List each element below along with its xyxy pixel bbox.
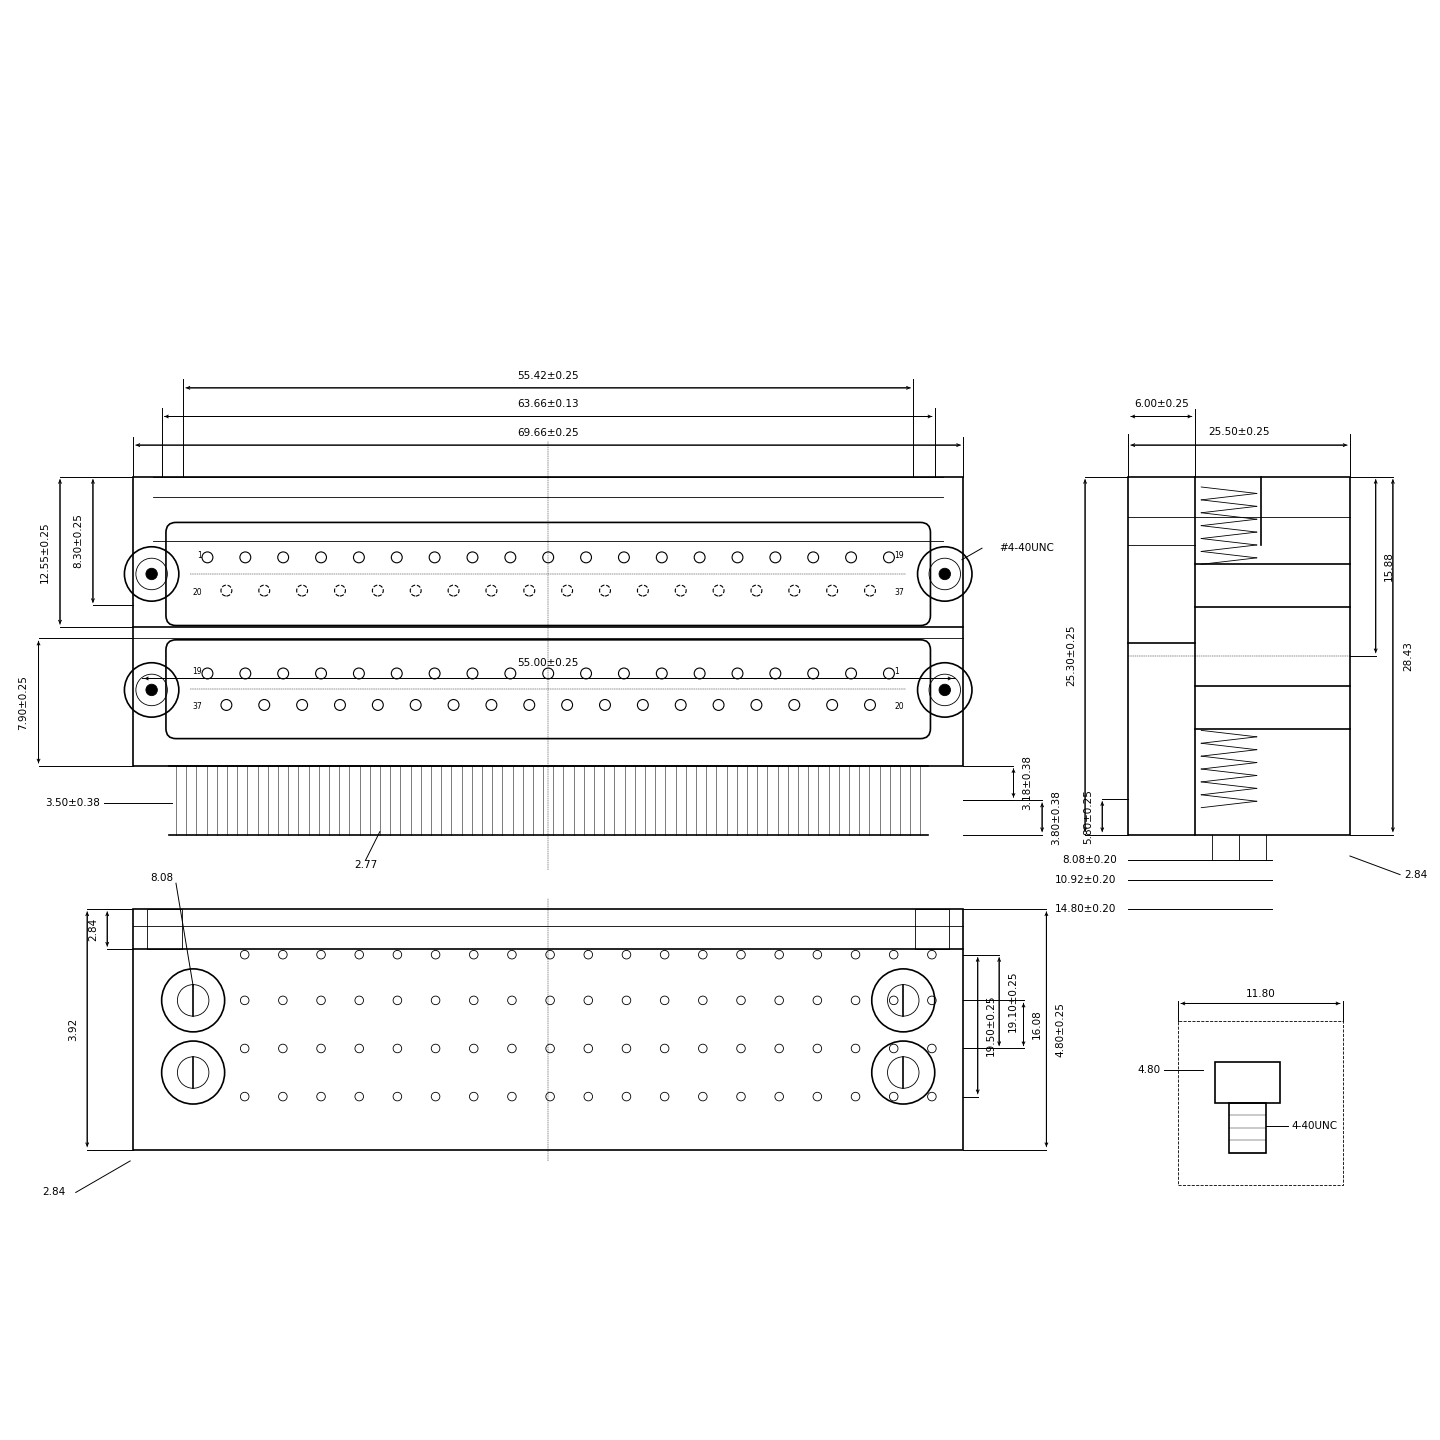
Text: 7.90±0.25: 7.90±0.25 <box>19 675 29 730</box>
Text: 37: 37 <box>192 703 202 711</box>
Text: 14.80±0.20: 14.80±0.20 <box>1056 904 1116 914</box>
Text: 3.18±0.38: 3.18±0.38 <box>1022 756 1032 811</box>
Text: 1: 1 <box>894 667 900 677</box>
Text: 25.30±0.25: 25.30±0.25 <box>1067 625 1077 687</box>
Text: 55.42±0.25: 55.42±0.25 <box>517 370 579 380</box>
Text: 4.80: 4.80 <box>1138 1066 1161 1076</box>
Text: 55.00±0.25: 55.00±0.25 <box>517 658 579 668</box>
Text: 25.50±0.25: 25.50±0.25 <box>1208 426 1270 436</box>
Text: 20: 20 <box>192 588 202 596</box>
Text: 3.92: 3.92 <box>69 1018 79 1041</box>
Bar <box>1128 477 1349 835</box>
Text: 69.66±0.25: 69.66±0.25 <box>517 428 579 438</box>
Text: 1: 1 <box>197 552 202 560</box>
Bar <box>914 909 949 949</box>
Text: 8.30±0.25: 8.30±0.25 <box>73 514 84 569</box>
Text: 3.80±0.38: 3.80±0.38 <box>1051 791 1061 845</box>
Text: 4-40UNC: 4-40UNC <box>1292 1120 1338 1130</box>
Circle shape <box>939 684 950 696</box>
Text: 19: 19 <box>192 667 202 677</box>
Bar <box>132 909 963 1149</box>
Text: 2.84: 2.84 <box>89 917 99 940</box>
Text: 4.80±0.25: 4.80±0.25 <box>1056 1002 1066 1057</box>
Text: 10.92±0.20: 10.92±0.20 <box>1056 876 1116 886</box>
Text: 16.08: 16.08 <box>1032 1009 1043 1040</box>
Text: #4-40UNC: #4-40UNC <box>999 543 1054 553</box>
Bar <box>1215 1063 1280 1103</box>
Text: 63.66±0.13: 63.66±0.13 <box>517 399 579 409</box>
Bar <box>1178 1021 1342 1185</box>
Text: 15.88: 15.88 <box>1384 552 1394 580</box>
Text: 20: 20 <box>894 703 904 711</box>
Text: 37: 37 <box>894 588 904 596</box>
Text: 28.43: 28.43 <box>1403 641 1413 671</box>
Text: 6.00±0.25: 6.00±0.25 <box>1133 399 1188 409</box>
Text: 19.10±0.25: 19.10±0.25 <box>1008 971 1018 1032</box>
Text: 12.55±0.25: 12.55±0.25 <box>40 521 50 583</box>
Bar <box>132 477 963 766</box>
Circle shape <box>145 684 157 696</box>
Bar <box>147 909 181 949</box>
Text: 5.80±0.25: 5.80±0.25 <box>1084 789 1093 844</box>
Circle shape <box>145 569 157 580</box>
Text: 2.77: 2.77 <box>354 860 377 870</box>
Circle shape <box>939 569 950 580</box>
Text: 2.84: 2.84 <box>1404 870 1427 880</box>
Text: 8.08: 8.08 <box>150 873 173 883</box>
Text: 19: 19 <box>894 552 904 560</box>
Text: 3.50±0.38: 3.50±0.38 <box>46 798 101 808</box>
Text: 8.08±0.20: 8.08±0.20 <box>1061 855 1116 865</box>
Text: 19.50±0.25: 19.50±0.25 <box>986 995 996 1057</box>
Bar <box>1228 1103 1266 1153</box>
Text: 11.80: 11.80 <box>1246 989 1276 999</box>
Text: 2.84: 2.84 <box>43 1188 66 1198</box>
